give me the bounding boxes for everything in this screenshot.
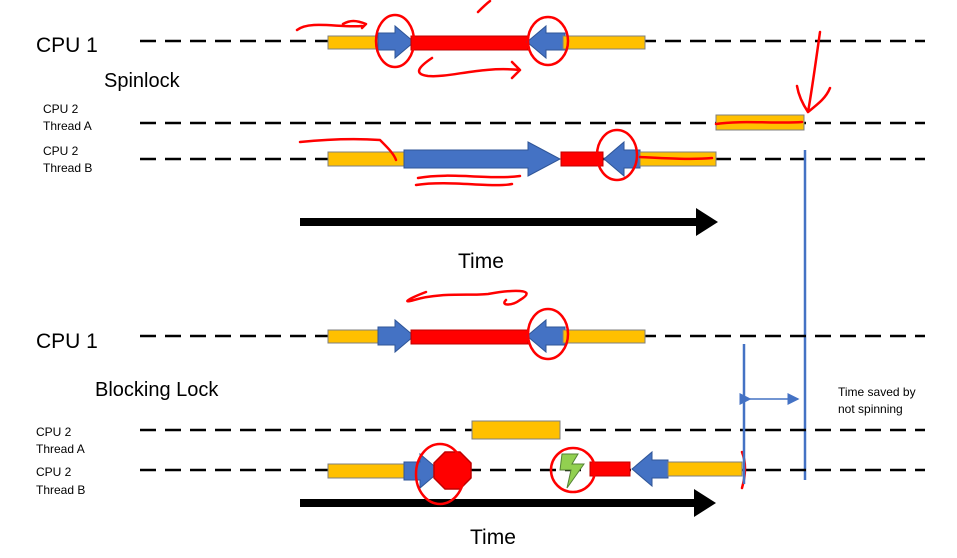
spin-annotation-curl: [417, 56, 522, 80]
block-cpu2b-running-before: [327, 463, 407, 479]
spin-cpu1-acquire-arrow: [377, 24, 415, 60]
spin-cpu2a-label-2: Thread A: [43, 119, 92, 133]
spin-cpu2b-label-2: Thread B: [43, 161, 92, 175]
spin-annotation-scribble-top: [295, 19, 368, 32]
spin-annotation-down-stroke: [795, 30, 832, 114]
block-cpu2b-label-2: Thread B: [36, 483, 85, 497]
spin-cpu1-label: CPU 1: [36, 34, 98, 57]
stop-sign-icon: [433, 451, 472, 490]
spin-annotation-b-strike: [638, 155, 714, 161]
spin-cpu2b-label-1: CPU 2: [43, 144, 79, 158]
spin-annotation-circle-release: [526, 15, 570, 67]
spin-cpu2b-critical-section: [560, 151, 604, 167]
block-cpu2b-label-1: CPU 2: [36, 465, 72, 479]
block-annotation-circle-release: [526, 307, 570, 361]
block-cpu2b-release-arrow: [631, 450, 669, 488]
lightning-bolt-icon: [559, 453, 585, 489]
block-cpu2a-running: [471, 420, 561, 440]
block-cpu1-label: CPU 1: [36, 330, 98, 353]
saved-label-1: Time saved by: [838, 385, 916, 399]
block-annotation-circle-bolt: [549, 446, 597, 494]
block-annotation-curl: [406, 289, 528, 306]
spin-annotation-spin-underline: [414, 174, 522, 187]
block-cpu1-critical-section: [410, 329, 529, 345]
spin-cpu1-critical-section: [410, 35, 529, 51]
block-cpu1-release-arrow: [526, 318, 566, 354]
spin-annotation-thread-a-strike: [714, 120, 804, 126]
spin-annotation-circle-b-release: [595, 128, 639, 182]
block-cpu1-running-after: [562, 329, 646, 344]
block-cpu2b-running-after: [667, 461, 743, 477]
spin-cpu2a-label-1: CPU 2: [43, 102, 79, 116]
block-cpu2b-acquire-arrow: [403, 452, 441, 490]
spin-annotation-circle-acquire: [374, 13, 416, 69]
spin-time-label: Time: [458, 250, 504, 273]
spin-annotation-mark-top: [476, 0, 492, 14]
block-cpu2a-label-1: CPU 2: [36, 425, 72, 439]
block-cpu1-acquire-arrow: [377, 318, 415, 354]
block-cpu2a-label-2: Thread A: [36, 442, 85, 456]
spin-title: Spinlock: [104, 70, 181, 92]
block-annotation-circle-stop: [414, 442, 466, 506]
saved-label-2: not spinning: [838, 402, 903, 416]
spin-cpu1-running-after: [562, 35, 646, 50]
block-time-arrowhead: [694, 489, 716, 517]
spin-time-arrowhead: [696, 208, 718, 236]
spin-cpu1-release-arrow: [526, 24, 566, 60]
block-time-label: Time: [470, 526, 516, 549]
block-cpu2b-critical-section: [589, 461, 631, 477]
spin-annotation-thread-b-tick: [298, 137, 398, 162]
block-title: Blocking Lock: [95, 379, 219, 401]
spin-cpu2b-release-arrow: [603, 140, 641, 178]
spin-cpu2b-spin-arrow: [403, 141, 562, 177]
